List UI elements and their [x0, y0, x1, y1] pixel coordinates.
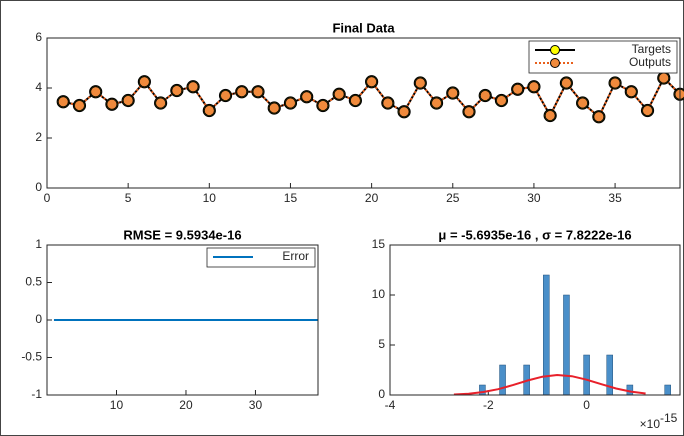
axes-box	[46, 37, 681, 189]
x-tick-label: 0	[44, 191, 51, 205]
data-point	[236, 86, 248, 98]
bar	[606, 354, 613, 396]
data-point	[382, 97, 394, 109]
data-point	[138, 76, 150, 88]
bar	[499, 364, 506, 396]
data-point	[106, 98, 118, 110]
chart-title: μ = -5.6935e-16 , σ = 7.8222e-16	[438, 227, 631, 242]
data-point	[463, 106, 475, 118]
y-tick-label: 0	[35, 180, 42, 194]
x-tick-label: 10	[203, 191, 217, 205]
y-tick-label: 0	[378, 387, 385, 401]
data-point	[658, 72, 670, 84]
y-tick-label: -1	[31, 387, 42, 401]
legend-box	[206, 247, 316, 268]
data-point	[366, 76, 378, 88]
data-point	[333, 88, 345, 100]
data-point	[252, 86, 264, 98]
data-point	[171, 85, 183, 96]
data-point	[301, 91, 313, 103]
legend-marker	[550, 45, 560, 55]
y-tick-label: 0	[35, 312, 42, 326]
data-point	[642, 105, 653, 116]
y-tick-label: 4	[35, 80, 42, 94]
data-point	[187, 81, 199, 93]
axes-box	[46, 244, 319, 396]
axes-box	[389, 244, 681, 396]
bar	[583, 354, 590, 396]
legend-label: Targets	[632, 42, 671, 56]
x-tick-label: 5	[125, 191, 132, 205]
x-tick-label: 15	[284, 191, 298, 205]
fit-curve	[453, 373, 646, 396]
x-tick-label: 30	[527, 191, 541, 205]
data-point	[74, 100, 85, 111]
axes-background	[390, 245, 680, 395]
data-point	[528, 81, 540, 93]
bar	[563, 294, 570, 396]
y-tick-label: 2	[35, 130, 42, 144]
x-tick-label: 30	[249, 398, 263, 412]
data-point	[512, 83, 524, 95]
data-point	[57, 96, 69, 108]
y-tick-label: 5	[378, 337, 385, 351]
x-tick-label: 20	[179, 398, 193, 412]
x-tick-label: 10	[110, 398, 124, 412]
bar	[664, 384, 671, 396]
y-tick-label: 10	[372, 287, 386, 301]
x-tick-label: -2	[483, 398, 494, 412]
data-point	[431, 97, 442, 109]
data-point	[593, 111, 605, 123]
data-point	[414, 77, 426, 89]
data-point	[398, 106, 410, 118]
legend-label: Error	[282, 249, 309, 263]
data-point	[203, 105, 215, 116]
data-point	[285, 97, 296, 109]
x-tick-label: -4	[385, 398, 396, 412]
y-tick-label: 1	[35, 237, 42, 251]
x-multiplier: ×10	[640, 417, 661, 431]
y-tick-label: 6	[35, 30, 42, 44]
data-point	[496, 95, 507, 106]
x-tick-label: 35	[608, 191, 622, 205]
data-point	[122, 95, 134, 106]
y-tick-label: 15	[372, 237, 386, 251]
y-tick-label: 0.5	[25, 275, 42, 289]
legend-label: Outputs	[629, 55, 671, 69]
chart-title: Final Data	[332, 20, 395, 35]
x-tick-label: 25	[446, 191, 460, 205]
data-point	[349, 95, 361, 106]
chart-title: RMSE = 9.5934e-16	[123, 227, 241, 242]
data-point	[90, 86, 102, 98]
data-point	[544, 110, 556, 121]
x-tick-label: 0	[583, 398, 590, 412]
data-point	[447, 87, 459, 99]
data-point	[625, 86, 637, 98]
legend-marker	[550, 58, 560, 68]
data-point	[317, 100, 329, 111]
x-exponent: -15	[660, 411, 678, 425]
data-point	[577, 97, 589, 109]
data-point	[479, 90, 491, 101]
bar	[479, 384, 486, 396]
y-tick-label: -0.5	[21, 350, 42, 364]
data-point	[609, 77, 621, 89]
data-point	[560, 77, 572, 89]
data-point	[268, 102, 280, 114]
data-point	[155, 97, 167, 109]
x-tick-label: 20	[365, 191, 379, 205]
data-point	[220, 90, 231, 101]
